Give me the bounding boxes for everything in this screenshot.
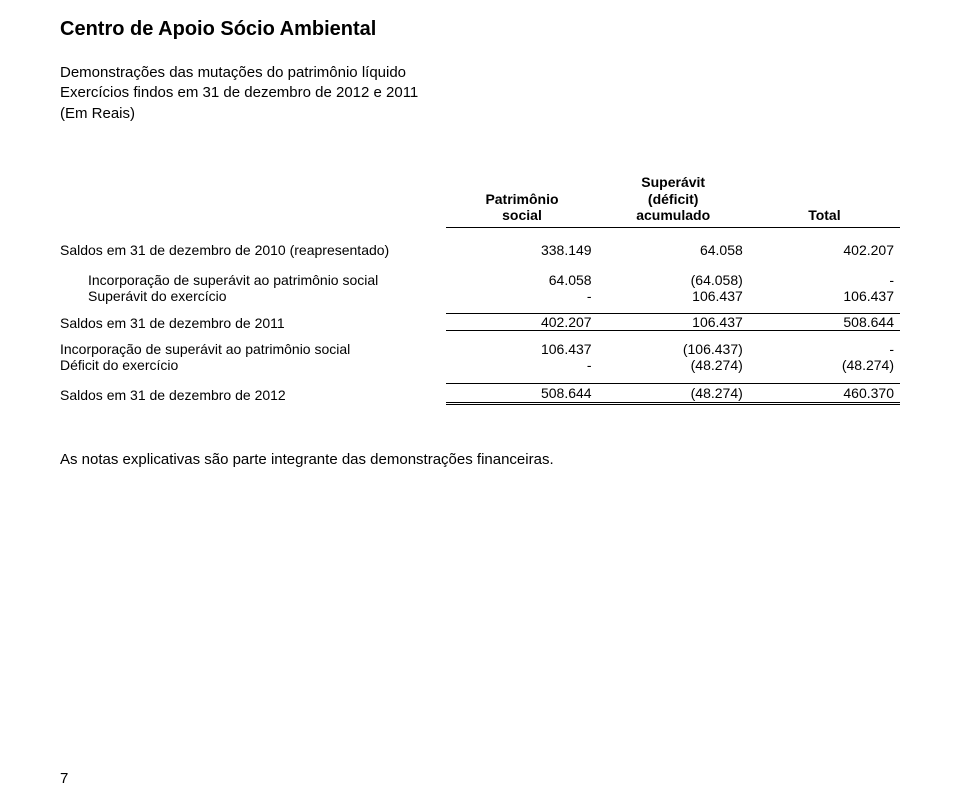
row-value: 106.437	[446, 341, 597, 357]
row-value: 402.207	[749, 242, 900, 258]
row-value: 106.437	[598, 314, 749, 331]
row-value: 508.644	[446, 383, 597, 403]
equity-table-wrap: Patrimônio social Superávit (déficit) ac…	[60, 174, 900, 405]
header-col2-line2: (déficit)	[648, 191, 699, 207]
subtitle-line-2: Exercícios findos em 31 de dezembro de 2…	[60, 83, 900, 103]
row-label: Déficit do exercício	[60, 357, 446, 373]
footnote: As notas explicativas são parte integran…	[60, 451, 900, 468]
subtitle-line-1: Demonstrações das mutações do patrimônio…	[60, 63, 900, 83]
subtitle-line-3: (Em Reais)	[60, 104, 900, 124]
row-label: Incorporação de superávit ao patrimônio …	[60, 272, 446, 288]
row-value: 106.437	[598, 288, 749, 304]
header-empty	[60, 174, 446, 228]
row-value: 64.058	[446, 272, 597, 288]
table-row-total: Saldos em 31 de dezembro de 2012 508.644…	[60, 383, 900, 403]
row-value: 64.058	[598, 242, 749, 258]
header-col1-line2: social	[502, 207, 542, 223]
row-value: (48.274)	[598, 383, 749, 403]
row-value: 508.644	[749, 314, 900, 331]
table-row: Superávit do exercício - 106.437 106.437	[60, 288, 900, 304]
subtitle-block: Demonstrações das mutações do patrimônio…	[60, 63, 900, 124]
header-col2-line1: Superávit	[641, 174, 705, 190]
row-value: 402.207	[446, 314, 597, 331]
row-value: -	[749, 341, 900, 357]
header-col3: Total	[808, 207, 840, 223]
row-value: 106.437	[749, 288, 900, 304]
row-value: -	[446, 288, 597, 304]
row-label: Saldos em 31 de dezembro de 2010 (reapre…	[60, 242, 446, 258]
header-col2-line3: acumulado	[636, 207, 710, 223]
table-row: Déficit do exercício - (48.274) (48.274)	[60, 357, 900, 373]
document-title: Centro de Apoio Sócio Ambiental	[60, 18, 900, 41]
page-number: 7	[60, 770, 68, 787]
row-value: (48.274)	[749, 357, 900, 373]
header-total: Total	[749, 174, 900, 228]
header-col1-line1: Patrimônio	[485, 191, 558, 207]
header-superavit: Superávit (déficit) acumulado	[598, 174, 749, 228]
page-container: Centro de Apoio Sócio Ambiental Demonstr…	[0, 0, 960, 468]
row-value: 460.370	[749, 383, 900, 403]
table-row-subtotal: Saldos em 31 de dezembro de 2011 402.207…	[60, 314, 900, 331]
equity-table: Patrimônio social Superávit (déficit) ac…	[60, 174, 900, 405]
row-value: (106.437)	[598, 341, 749, 357]
table-row: Incorporação de superávit ao patrimônio …	[60, 341, 900, 357]
row-value: (64.058)	[598, 272, 749, 288]
row-label: Saldos em 31 de dezembro de 2011	[60, 314, 446, 331]
row-label: Saldos em 31 de dezembro de 2012	[60, 383, 446, 403]
row-value: 338.149	[446, 242, 597, 258]
row-value: -	[749, 272, 900, 288]
table-row: Saldos em 31 de dezembro de 2010 (reapre…	[60, 242, 900, 258]
row-value: (48.274)	[598, 357, 749, 373]
header-patrimonio: Patrimônio social	[446, 174, 597, 228]
row-value: -	[446, 357, 597, 373]
table-row: Incorporação de superávit ao patrimônio …	[60, 272, 900, 288]
row-label: Incorporação de superávit ao patrimônio …	[60, 341, 446, 357]
table-header-row: Patrimônio social Superávit (déficit) ac…	[60, 174, 900, 228]
row-label: Superávit do exercício	[60, 288, 446, 304]
